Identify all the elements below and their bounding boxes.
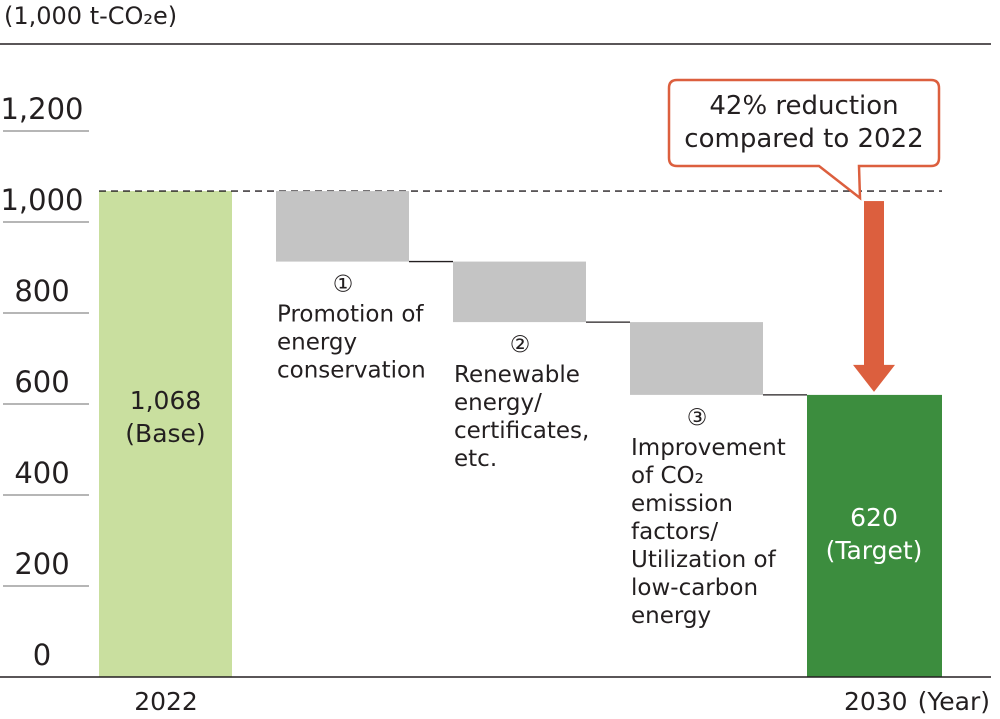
bar-reduction-3 xyxy=(630,322,763,395)
reduction-label-line: conservation xyxy=(277,358,426,384)
y-tick-label: 1,200 xyxy=(0,92,83,126)
bars xyxy=(99,190,942,677)
reduction-label-line: Renewable xyxy=(454,362,580,388)
reduction-label-line: Promotion of xyxy=(277,302,424,328)
y-tick-label: 200 xyxy=(14,547,69,581)
bar-reduction-2 xyxy=(453,261,586,323)
y-tick-label: 600 xyxy=(14,365,69,399)
callout-text-line: compared to 2022 xyxy=(684,124,923,154)
bar-reduction-1 xyxy=(276,191,409,262)
reduction-label-line: energy xyxy=(631,603,711,629)
bar-base-sub-label: (Base) xyxy=(125,419,205,448)
reduction-label-line: of CO₂ xyxy=(631,463,704,489)
bar-target-sub-label: (Target) xyxy=(826,536,923,565)
reduction-marker: ③ xyxy=(687,405,708,431)
callout-text-line: 42% reduction xyxy=(709,91,898,121)
reduction-marker: ② xyxy=(510,332,531,358)
x-label-target-year: 2030 xyxy=(844,687,908,716)
bar-target-value-label: 620 xyxy=(850,503,898,532)
reduction-label-line: energy xyxy=(277,330,357,356)
y-tick-label: 1,000 xyxy=(0,183,83,217)
bar-target xyxy=(807,394,942,677)
reduction-label-line: energy/ xyxy=(454,390,542,416)
reduction-label-line: factors/ xyxy=(631,519,718,545)
y-tick-label: 0 xyxy=(33,638,51,672)
x-label-base: 2022 xyxy=(134,687,198,716)
reduction-label-line: Improvement xyxy=(631,435,786,461)
reduction-marker: ① xyxy=(333,272,354,298)
reduction-label-line: emission xyxy=(631,491,733,517)
y-tick-label: 400 xyxy=(14,456,69,490)
unit-label: (1,000 t-CO₂e) xyxy=(4,2,177,30)
reduction-label-line: etc. xyxy=(454,446,497,472)
x-axis-suffix: (Year) xyxy=(918,687,990,716)
reduction-arrow-head xyxy=(853,364,895,392)
reduction-label-line: Utilization of xyxy=(631,547,777,573)
bar-base-value-label: 1,068 xyxy=(130,386,202,415)
y-tick-label: 800 xyxy=(14,274,69,308)
reduction-label-line: certificates, xyxy=(454,418,589,444)
x-label-target: 2030 (Year) xyxy=(844,687,990,716)
reduction-arrow-shaft xyxy=(864,201,884,367)
y-axis: 0 200 400 600 800 1,000 1,200 xyxy=(0,92,89,672)
callout-box xyxy=(667,78,941,201)
bar-base xyxy=(99,191,232,677)
reduction-label-line: low-carbon xyxy=(631,575,758,601)
